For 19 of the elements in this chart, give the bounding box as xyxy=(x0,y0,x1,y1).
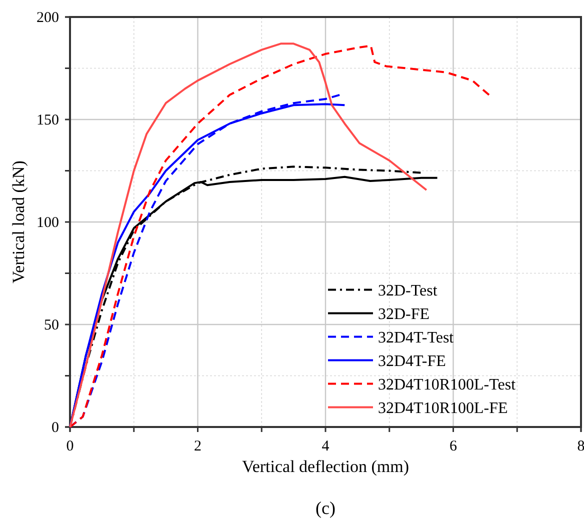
x-tick-label: 6 xyxy=(450,438,458,455)
y-tick-label: 50 xyxy=(44,317,59,334)
y-tick-label: 150 xyxy=(36,112,59,128)
text: (c) xyxy=(316,498,336,518)
legend-label: 32D-FE xyxy=(378,306,430,323)
y-tick-label: 200 xyxy=(36,10,59,26)
legend-label: 32D4T10R100L-FE xyxy=(378,400,508,417)
legend-label: 32D4T-Test xyxy=(378,329,454,346)
legend-label: 32D4T10R100L-Test xyxy=(378,376,516,394)
x-axis-title: Vertical deflection (mm) xyxy=(242,457,410,476)
x-tick-label: 0 xyxy=(66,438,74,455)
x-tick-label: 4 xyxy=(322,438,330,455)
x-tick-label: 2 xyxy=(194,438,202,455)
legend-label: 32D4T-FE xyxy=(378,352,446,370)
y-tick-label: 0 xyxy=(52,420,59,436)
legend-label: 32D-Test xyxy=(378,282,438,300)
y-tick-label: 100 xyxy=(36,214,59,231)
x-tick-label: 8 xyxy=(577,438,584,455)
y-axis-title: Vertical load (kN) xyxy=(9,160,28,284)
